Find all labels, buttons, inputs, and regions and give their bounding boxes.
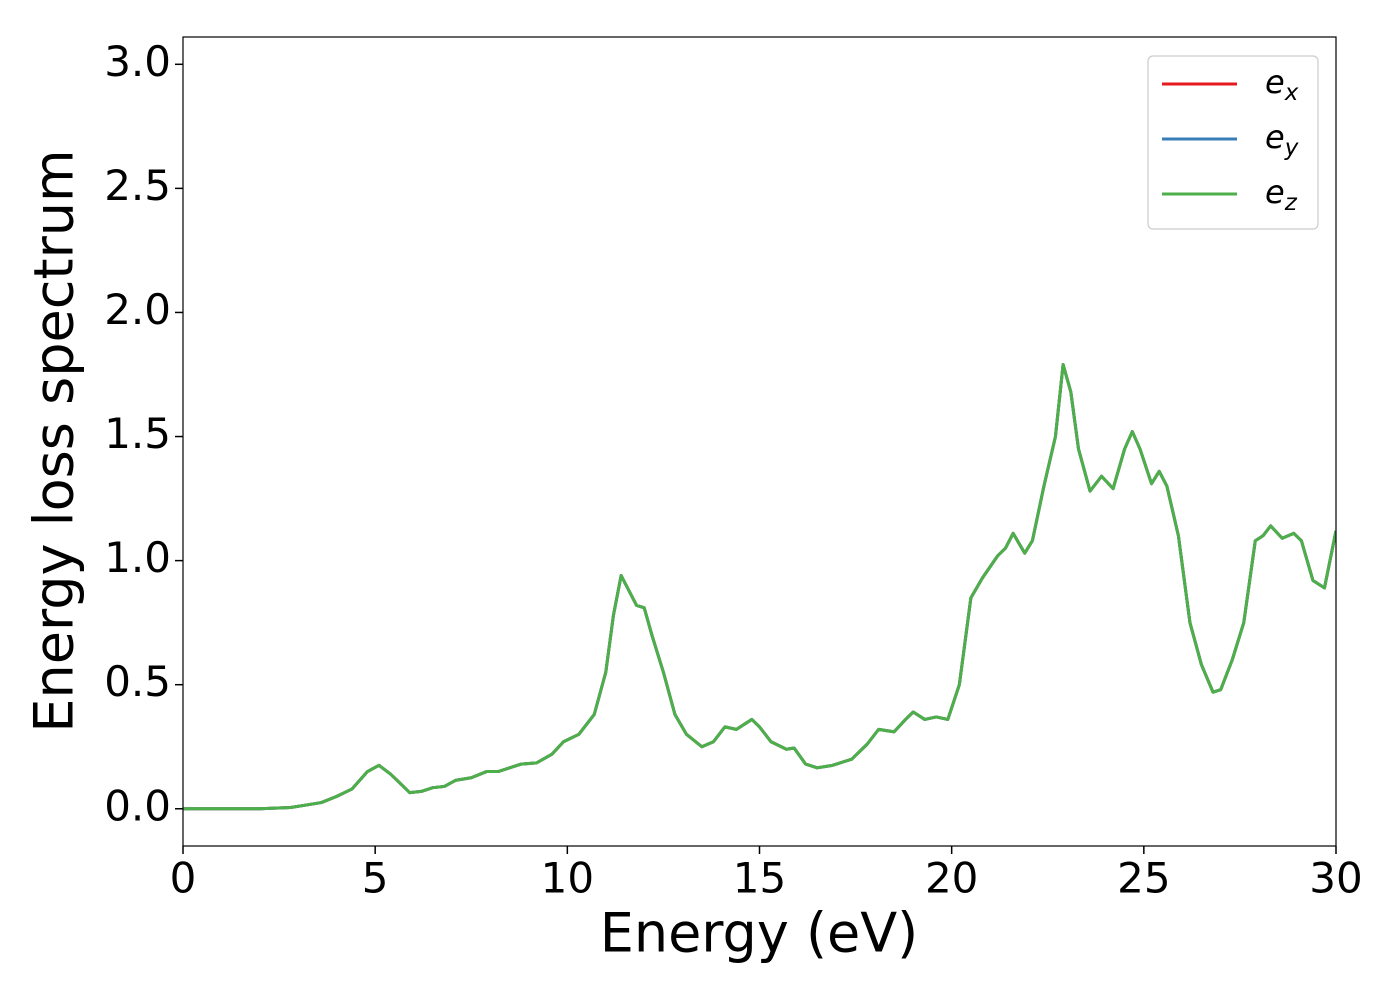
y-tick-label: 0.0 (104, 781, 171, 830)
y-tick-label: 2.5 (104, 161, 171, 210)
x-tick-label: 25 (1117, 854, 1170, 903)
y-tick-label: 2.0 (104, 285, 171, 334)
legend-label: ez (1265, 173, 1298, 216)
plot-frame (182, 36, 1337, 847)
y-tick-label: 0.5 (104, 657, 171, 706)
legend-box (1147, 55, 1319, 230)
y-tick-label: 1.0 (104, 533, 171, 582)
x-tick-label: 0 (170, 854, 197, 903)
y-tick-label: 1.5 (104, 409, 171, 458)
x-axis-label: Energy (eV) (600, 902, 919, 965)
x-tick-label: 30 (1309, 854, 1362, 903)
legend-label: ex (1265, 63, 1299, 106)
x-tick-label: 10 (541, 854, 594, 903)
y-tick-label: 3.0 (104, 37, 171, 86)
line-series (183, 363, 1336, 811)
x-tick-label: 20 (925, 854, 978, 903)
legend-label: ey (1265, 118, 1299, 161)
x-tick-label: 15 (733, 854, 786, 903)
y-axis-label: Energy loss spectrum (23, 149, 86, 732)
x-tick-label: 5 (362, 854, 389, 903)
